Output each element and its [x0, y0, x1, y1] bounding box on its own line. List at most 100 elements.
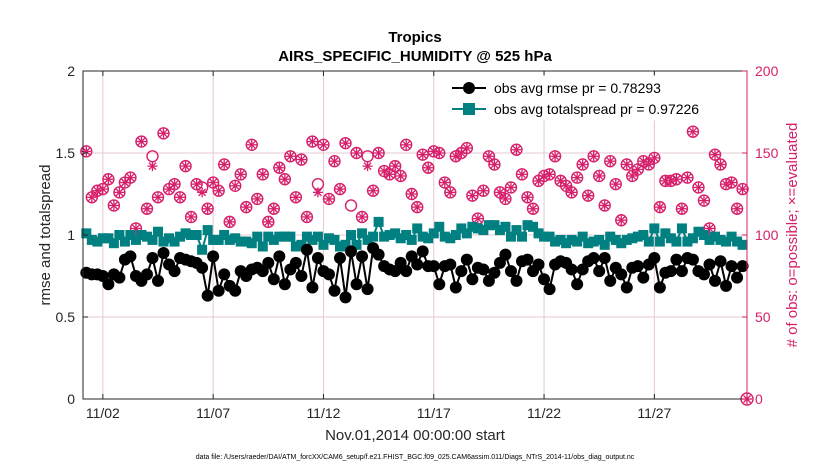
spread-point [533, 228, 544, 239]
obs-possible-point [565, 186, 578, 199]
obs-evaluated-point [379, 166, 390, 177]
obs-possible-point [466, 189, 479, 202]
rmse-point [703, 258, 716, 271]
y-tick-label-right-3: 150 [755, 145, 779, 161]
obs-evaluated-point [434, 148, 445, 158]
obs-possible-point [714, 158, 727, 171]
obs-evaluated-point [368, 185, 379, 196]
spread-point [715, 234, 726, 245]
obs-possible-point [510, 143, 523, 156]
obs-evaluated-point [257, 169, 268, 180]
legend-spread-label: obs avg totalspread pr = 0.97226 [494, 101, 699, 117]
obs-evaluated-point [450, 151, 461, 162]
rmse-point [648, 251, 661, 264]
spread-point [164, 233, 175, 244]
obs-evaluated-point [483, 151, 494, 162]
obs-possible-point [240, 200, 253, 214]
obs-possible-point [405, 187, 418, 201]
obs-possible-point [576, 158, 589, 171]
obs-evaluated-point [732, 203, 743, 214]
obs-evaluated-point [219, 159, 230, 170]
rmse-point [499, 248, 512, 261]
spread-point [169, 236, 180, 247]
obs-evaluated-point [92, 185, 103, 196]
obs-evaluated-point [528, 203, 539, 214]
rmse-point [444, 258, 457, 271]
obs-possible-point [504, 181, 518, 194]
obs-evaluated-point [676, 203, 687, 214]
rmse-point [670, 253, 683, 266]
obs-evaluated-point [290, 192, 301, 203]
obs-possible-point [697, 194, 711, 207]
rmse-point [372, 248, 385, 261]
x-tick-label-1: 11/07 [196, 405, 230, 421]
obs-possible-point [278, 173, 292, 186]
obs-evaluated-point [86, 192, 97, 203]
obs-possible-point [201, 202, 214, 215]
spread-point [119, 236, 130, 247]
obs-evaluated-point [301, 211, 312, 222]
spread-point [483, 220, 494, 231]
rmse-point [124, 250, 137, 263]
obs-possible-point [284, 150, 297, 163]
rmse-point [427, 260, 440, 273]
obs-evaluated-point [97, 184, 108, 195]
obs-evaluated-point [577, 159, 588, 170]
rmse-point [411, 258, 424, 271]
obs-evaluated-point [390, 161, 401, 172]
spread-point [610, 234, 621, 245]
obs-possible-point [488, 158, 501, 171]
obs-possible-point [394, 169, 407, 183]
obs-evaluated-point [561, 180, 572, 191]
spread-point [472, 223, 483, 234]
x-tick-label-2: 11/12 [306, 405, 340, 421]
rmse-point [306, 281, 319, 294]
rmse-point [328, 284, 341, 297]
obs-evaluated-point [191, 179, 202, 190]
obs-evaluated-point [522, 192, 533, 203]
spread-point [737, 239, 748, 250]
obs-possible-point [708, 148, 722, 161]
obs-evaluated-point [103, 174, 114, 185]
obs-evaluated-point [263, 216, 274, 227]
obs-evaluated-point [621, 159, 632, 170]
rmse-point [455, 265, 468, 278]
spread-point [660, 228, 671, 239]
chart-title: Tropics [388, 29, 441, 46]
obs-evaluated-point [693, 182, 704, 193]
obs-possible-point [157, 127, 170, 140]
obs-possible-point [289, 191, 303, 204]
axes: 11/02 11/07 11/12 11/17 11/22 11/2700.511.520… [56, 63, 779, 421]
rmse-point [295, 270, 308, 282]
obs-evaluated-point [467, 190, 478, 201]
obs-evaluated-point [323, 193, 334, 204]
chart-subtitle: AIRS_SPECIFIC_HUMIDITY @ 525 hPa [278, 48, 552, 65]
spread-point [257, 241, 268, 252]
obs-possible-point [653, 200, 667, 214]
spread-point [693, 226, 704, 237]
rmse-point [333, 251, 346, 264]
rmse-point [725, 260, 738, 273]
obs-evaluated-point [406, 189, 417, 199]
spread-point [687, 233, 698, 244]
rmse-point [201, 289, 214, 302]
spread-point [191, 230, 202, 240]
spread-point [92, 236, 103, 247]
obs-evaluated-point [439, 177, 450, 188]
obs-evaluated-point [610, 179, 621, 190]
obs-evaluated-point [737, 184, 748, 195]
spread-point [141, 231, 152, 242]
rmse-point [212, 284, 225, 297]
spread-point [153, 226, 164, 237]
spread-point [81, 228, 92, 239]
spread-point [605, 231, 616, 242]
obs-evaluated-point [208, 177, 219, 188]
obs-possible-point [317, 138, 330, 152]
rmse-point [504, 265, 517, 278]
spread-point [86, 234, 97, 245]
obs-evaluated-point [544, 169, 555, 180]
spread-point [665, 233, 676, 244]
spread-point [577, 231, 588, 242]
spread-point [373, 216, 384, 227]
obs-evaluated-point [114, 187, 125, 198]
